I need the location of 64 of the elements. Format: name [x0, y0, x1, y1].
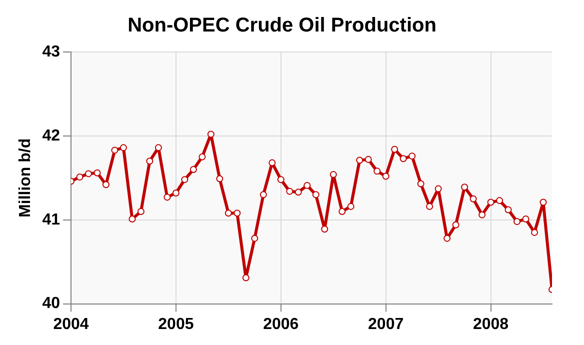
point: [478, 211, 486, 218]
point: [364, 156, 372, 163]
point: [496, 197, 504, 204]
point: [207, 130, 214, 138]
point: [382, 172, 390, 180]
point: [531, 228, 538, 236]
point: [94, 169, 101, 176]
point: [374, 168, 381, 175]
point: [452, 221, 460, 228]
point: [268, 159, 276, 166]
point: [514, 218, 521, 226]
point: [164, 194, 171, 201]
point: [251, 234, 258, 242]
point: [111, 146, 118, 154]
point: [102, 181, 110, 188]
point: [84, 170, 92, 178]
point: [540, 198, 547, 206]
point: [504, 206, 512, 214]
chart-title: Non-OPEC Crude Oil Production: [128, 14, 436, 37]
point: [391, 146, 398, 153]
point: [338, 208, 346, 215]
point: [286, 188, 294, 195]
point: [120, 144, 127, 152]
point: [224, 210, 232, 217]
y-tick-label: 40: [42, 295, 60, 312]
point: [321, 226, 328, 233]
point: [347, 202, 354, 210]
point: [234, 210, 241, 217]
y-axis-title: Million b/d: [17, 138, 34, 218]
point: [312, 191, 320, 198]
point: [417, 180, 424, 188]
point: [146, 158, 154, 165]
y-tick-label: 41: [42, 211, 60, 228]
point: [434, 185, 442, 192]
point: [172, 190, 180, 197]
point: [260, 191, 267, 198]
point: [294, 188, 302, 196]
point: [277, 176, 284, 184]
point: [154, 144, 162, 152]
x-tick-label: 2007: [368, 316, 404, 333]
x-tick-label: 2004: [53, 316, 89, 333]
x-tick-label: 2008: [472, 316, 509, 333]
x-tick-label: 2006: [263, 316, 299, 333]
point: [242, 274, 250, 282]
point: [522, 216, 530, 223]
point: [216, 175, 224, 182]
point: [304, 182, 311, 189]
point: [470, 195, 477, 202]
point: [190, 166, 197, 174]
point: [444, 234, 451, 242]
point: [137, 208, 144, 215]
point: [198, 153, 206, 160]
point: [76, 174, 84, 181]
x-tick-label: 2005: [158, 316, 194, 333]
point: [400, 155, 407, 162]
point: [408, 152, 416, 160]
y-tick-label: 43: [42, 43, 60, 60]
point: [128, 216, 136, 223]
point: [487, 198, 494, 206]
point: [330, 171, 337, 178]
point: [356, 156, 364, 164]
point: [461, 184, 468, 191]
point: [181, 176, 188, 184]
y-tick-label: 42: [42, 127, 60, 144]
